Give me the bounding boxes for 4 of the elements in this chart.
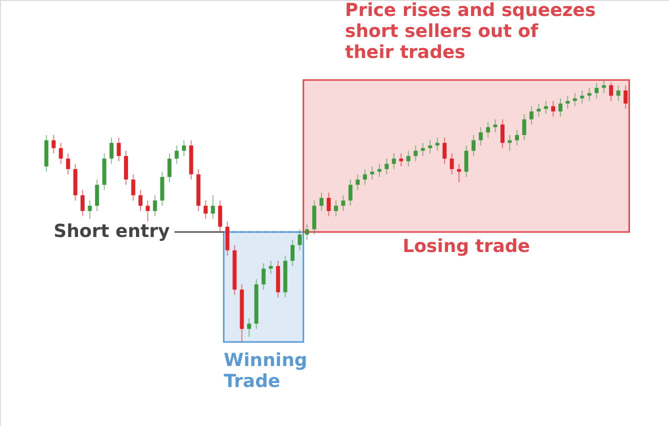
ref-line-label: Short entry: [54, 220, 170, 242]
text: Price rises and squeezes short sellers out of their trades: [345, 0, 596, 63]
band-label: Winning Trade: [224, 350, 308, 392]
band-label: Losing trade: [402, 236, 530, 257]
